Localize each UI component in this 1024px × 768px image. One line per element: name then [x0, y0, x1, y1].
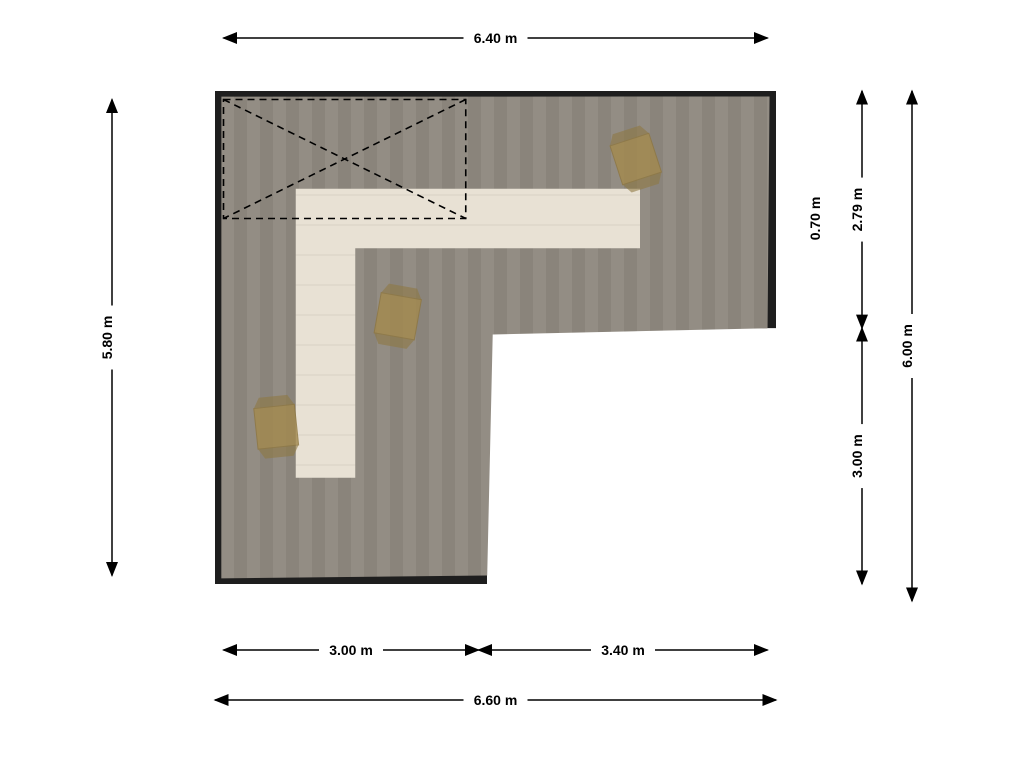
- dimension-bottom1: 3.00 m: [224, 639, 479, 659]
- dimension-label: 3.00 m: [849, 434, 865, 478]
- dimension-label: 6.40 m: [474, 30, 518, 46]
- floorplan-diagram: 6.40 m 3.00 m 3.40 m 6.60 m 5.80 m 0.70 m 2.79…: [0, 0, 1024, 768]
- dimension-top: 6.40 m: [224, 27, 768, 47]
- dimension-bottom2: 3.40 m: [479, 639, 768, 659]
- dimension-label: 5.80 m: [99, 316, 115, 360]
- dimension-left: 5.80 m: [99, 100, 122, 576]
- dimension-right_a: 0.70 m: [807, 187, 830, 251]
- dimension-bottom3: 6.60 m: [215, 689, 776, 709]
- dimension-label: 0.70 m: [807, 197, 823, 241]
- furniture-box: [253, 394, 300, 459]
- dimension-label: 6.60 m: [474, 692, 518, 708]
- dimension-label: 6.00 m: [899, 324, 915, 368]
- dimension-label: 3.00 m: [329, 642, 373, 658]
- dimension-label: 3.40 m: [601, 642, 645, 658]
- dimension-right_c: 3.00 m: [849, 328, 872, 584]
- dimension-right_d: 6.00 m: [899, 91, 922, 601]
- dimension-right_b: 2.79 m: [849, 91, 872, 328]
- dimension-label: 2.79 m: [849, 188, 865, 232]
